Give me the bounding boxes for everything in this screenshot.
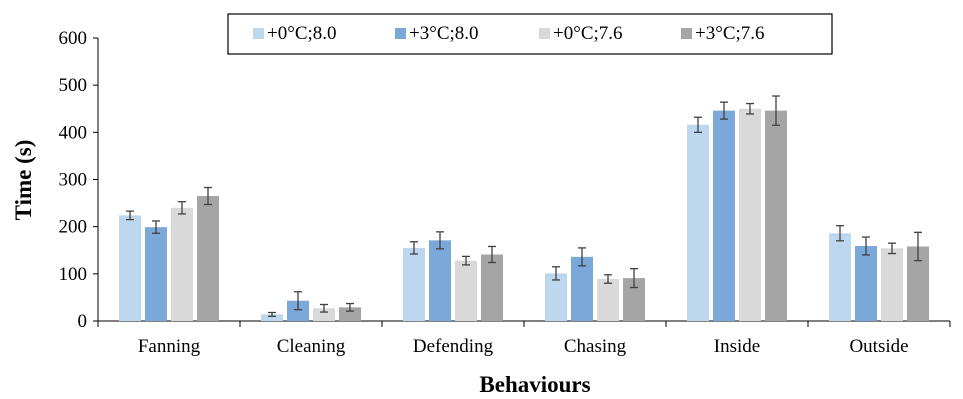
y-tick-label: 400 [59,122,88,143]
bar [429,240,451,321]
bar [829,233,851,321]
legend-swatch [395,28,406,39]
bar [403,247,425,321]
legend-swatch [253,28,264,39]
bar [713,110,735,322]
bar [455,260,477,321]
y-tick-label: 200 [59,217,88,238]
y-tick-label: 100 [59,264,88,285]
bar [855,246,877,321]
legend-label: +3°C;7.6 [695,23,765,44]
x-axis-title: Behaviours [479,372,590,397]
y-axis-title: Time (s) [11,140,36,221]
bar [171,207,193,321]
x-tick-label: Inside [714,336,760,357]
bar [881,248,903,321]
legend-box [227,13,833,55]
y-tick-label: 300 [59,170,88,191]
bar [765,110,787,322]
legend-label: +3°C;8.0 [409,23,479,44]
legend: +0°C;8.0 +3°C;8.0 +0°C;7.6 +3°C;7.6 [227,13,833,55]
bar [597,279,619,321]
legend-swatch [539,28,550,39]
legend-label: +0°C;7.6 [553,23,623,44]
x-tick-label: Cleaning [277,336,346,357]
y-tick-label: 600 [59,28,88,49]
bar [287,300,309,321]
y-tick-label: 0 [78,311,88,332]
bar [571,256,593,321]
x-tick-label: Fanning [138,336,201,357]
bar [545,273,567,321]
bar [623,278,645,321]
bar [261,314,283,321]
x-tick-label: Defending [413,336,494,357]
x-tick-label: Chasing [564,336,627,357]
y-tick-label: 500 [59,75,88,96]
legend-swatch [681,28,692,39]
bar [197,196,219,321]
bar [687,124,709,321]
bar [145,227,167,321]
bar [481,254,503,321]
x-tick-label: Outside [849,336,908,357]
bar [907,246,929,321]
legend-label: +0°C;8.0 [267,23,337,44]
bar [339,307,361,321]
bar [739,108,761,321]
bar [313,308,335,321]
bar [119,215,141,321]
plot-area: 0 100 200 300 400 500 600 Fanning Cleaning Defend… [59,28,951,357]
